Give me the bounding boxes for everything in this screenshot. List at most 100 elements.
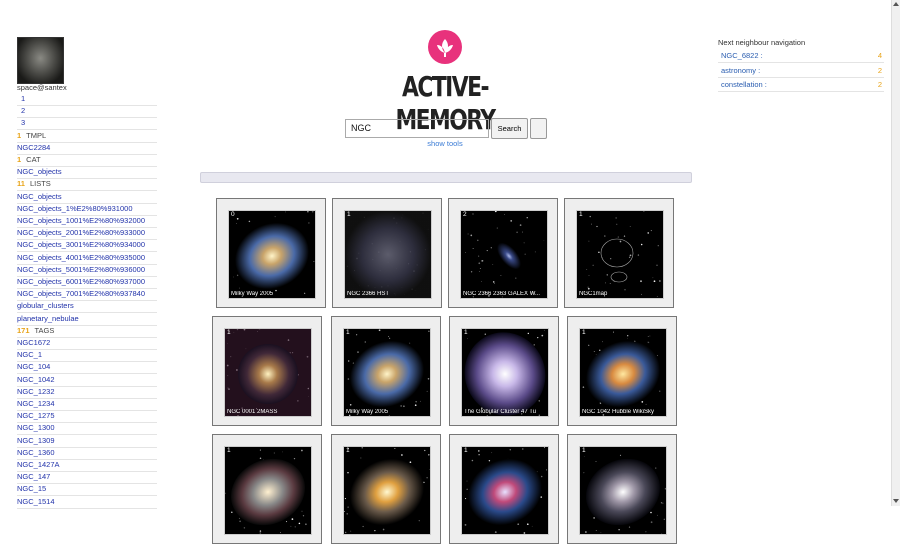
tile-count: 1 (227, 329, 231, 336)
section-count: 171 (17, 325, 30, 335)
item-link[interactable]: NGC_15 (17, 484, 47, 494)
neighbour-link[interactable]: NGC_6822 : (721, 51, 763, 60)
item-link[interactable]: NGC2284 (17, 142, 51, 152)
item-link[interactable]: NGC_1300 (17, 423, 55, 433)
gallery-tile[interactable]: 1 NGC1map (564, 198, 674, 308)
item-link[interactable]: NGC_1234 (17, 399, 55, 408)
thumbnail[interactable]: 1 NGC 0001 2MASS (224, 328, 312, 417)
scroll-down[interactable] (893, 499, 899, 503)
item-row: NGC_1309 (17, 435, 157, 448)
show-tools-link[interactable]: show tools (427, 139, 463, 148)
gallery-tile[interactable]: 1 NGC 2366 HST (332, 198, 442, 308)
thumbnail[interactable]: 1 Milky Way 2005 (343, 328, 431, 417)
thumbnail[interactable]: 1 (461, 446, 549, 535)
thumbnail[interactable]: 1 (224, 446, 312, 535)
scrollbar[interactable] (891, 0, 900, 506)
item-row: globular_clusters (17, 300, 157, 314)
item-link[interactable]: NGC_objects_7001%E2%80%937840 (17, 289, 146, 299)
item-row: NGC_objects_7001%E2%80%937840 (17, 288, 157, 302)
item-row: NGC_1360 (17, 447, 157, 460)
item-link[interactable]: NGC_objects_6001%E2%80%937000 (17, 277, 146, 286)
gallery-tile[interactable]: 1 (567, 434, 677, 544)
item-link[interactable]: NGC_147 (17, 472, 51, 482)
item-link[interactable]: NGC_1232 (17, 386, 55, 396)
neighbour-count: 2 (877, 80, 882, 89)
neighbour-count: 2 (877, 65, 882, 75)
item-link[interactable]: NGC_1309 (17, 435, 55, 445)
thumbnail-image (225, 447, 311, 534)
item-row: NGC_objects_5001%E2%80%936000 (17, 264, 157, 277)
user-name: space@santex (17, 83, 67, 92)
item-link[interactable]: NGC_1275 (17, 411, 55, 421)
gallery-tile[interactable]: 1 NGC 0001 2MASS (212, 316, 322, 426)
item-link[interactable]: NGC_objects (17, 167, 62, 177)
item-row: NGC_objects_4001%E2%80%935000 (17, 252, 157, 265)
item-link[interactable]: NGC_objects_3001%E2%80%934000 (17, 240, 146, 250)
item-link[interactable]: NGC_objects_2001%E2%80%933000 (17, 228, 146, 238)
extra-button[interactable] (530, 118, 547, 139)
gallery-tile[interactable]: 1 (212, 434, 322, 544)
page-row: 2 (17, 105, 157, 119)
page-link[interactable]: 2 (21, 106, 26, 116)
item-link[interactable]: NGC_1042 (17, 374, 55, 384)
thumbnail-image (580, 447, 666, 534)
gallery-tile[interactable]: 1 (331, 434, 441, 544)
item-row: NGC_147 (17, 471, 157, 485)
item-link[interactable]: NGC_1514 (17, 496, 55, 506)
thumbnail[interactable]: 1 NGC 1042 Hubble WikiSky (579, 328, 667, 417)
tile-caption: NGC 1042 Hubble WikiSky (582, 409, 655, 415)
item-link[interactable]: NGC_objects_4001%E2%80%935000 (17, 252, 146, 262)
item-link[interactable]: NGC_objects_1%E2%80%931000 (17, 203, 133, 213)
item-link[interactable]: NGC_104 (17, 362, 51, 372)
thumbnail[interactable]: 1 NGC1map (576, 210, 664, 299)
neighbour-row: astronomy : 2 (718, 64, 884, 78)
item-link[interactable]: NGC_objects_1001%E2%80%932000 (17, 216, 146, 225)
thumbnail[interactable]: 0 Milky Way 2005 (228, 210, 316, 299)
page-link[interactable]: 3 (21, 118, 26, 128)
neighbour-link[interactable]: astronomy : (721, 65, 761, 75)
tile-count: 1 (579, 211, 583, 218)
item-link[interactable]: NGC_1 (17, 350, 43, 360)
gallery-tile[interactable]: 1 Milky Way 2005 (331, 316, 441, 426)
thumbnail[interactable]: 1 NGC 2366 HST (344, 210, 432, 299)
item-link[interactable]: planetary_nebulae (17, 313, 79, 323)
item-link[interactable]: NGC_objects (17, 191, 62, 201)
section-header: 11 LISTS (17, 178, 157, 192)
item-link[interactable]: NGC_1360 (17, 447, 55, 457)
gallery-tile[interactable]: 2 NGC 2366 2363 GALEX W... (448, 198, 558, 308)
gallery-tile[interactable]: 1 The Globular Cluster 47 Tu (449, 316, 559, 426)
thumbnail[interactable]: 1 The Globular Cluster 47 Tu (461, 328, 549, 417)
tile-caption: Milky Way 2005 (231, 291, 274, 297)
item-row: NGC_15 (17, 483, 157, 497)
tile-count: 1 (582, 447, 586, 454)
gallery-tile[interactable]: 1 (449, 434, 559, 544)
section-count: 1 (17, 130, 22, 140)
item-link[interactable]: NGC1672 (17, 338, 51, 347)
neighbour-link[interactable]: constellation : (721, 80, 767, 89)
tile-count: 1 (464, 329, 468, 336)
gallery-tile[interactable]: 0 Milky Way 2005 (216, 198, 326, 308)
tile-count: 0 (231, 211, 235, 218)
search-button[interactable]: Search (491, 118, 528, 139)
thumbnail[interactable]: 1 (579, 446, 667, 535)
item-row: NGC_objects (17, 166, 157, 180)
page: {"user": {"name": "space@santex"}, "side… (17, 0, 900, 544)
avatar[interactable] (17, 37, 64, 84)
thumbnail[interactable]: 2 NGC 2366 2363 GALEX W... (460, 210, 548, 299)
item-link[interactable]: NGC_objects_5001%E2%80%936000 (17, 264, 146, 274)
scroll-up[interactable] (893, 2, 899, 6)
thumbnail-image (345, 211, 431, 298)
page-link[interactable]: 1 (21, 94, 26, 103)
item-row: NGC1672 (17, 337, 157, 350)
logo-icon[interactable] (428, 30, 462, 64)
thumbnail-image (225, 329, 311, 416)
item-link[interactable]: NGC_1427A (17, 460, 60, 469)
item-link[interactable]: globular_clusters (17, 301, 74, 311)
search-input[interactable]: NGC (345, 119, 489, 138)
gallery-tile[interactable]: 1 NGC 1042 Hubble WikiSky (567, 316, 677, 426)
thumbnail[interactable]: 1 (343, 446, 431, 535)
thumbnail-image (580, 329, 666, 416)
section-count: 11 (17, 179, 25, 189)
thumbnail-image (462, 447, 548, 534)
item-row: NGC_objects_2001%E2%80%933000 (17, 227, 157, 241)
